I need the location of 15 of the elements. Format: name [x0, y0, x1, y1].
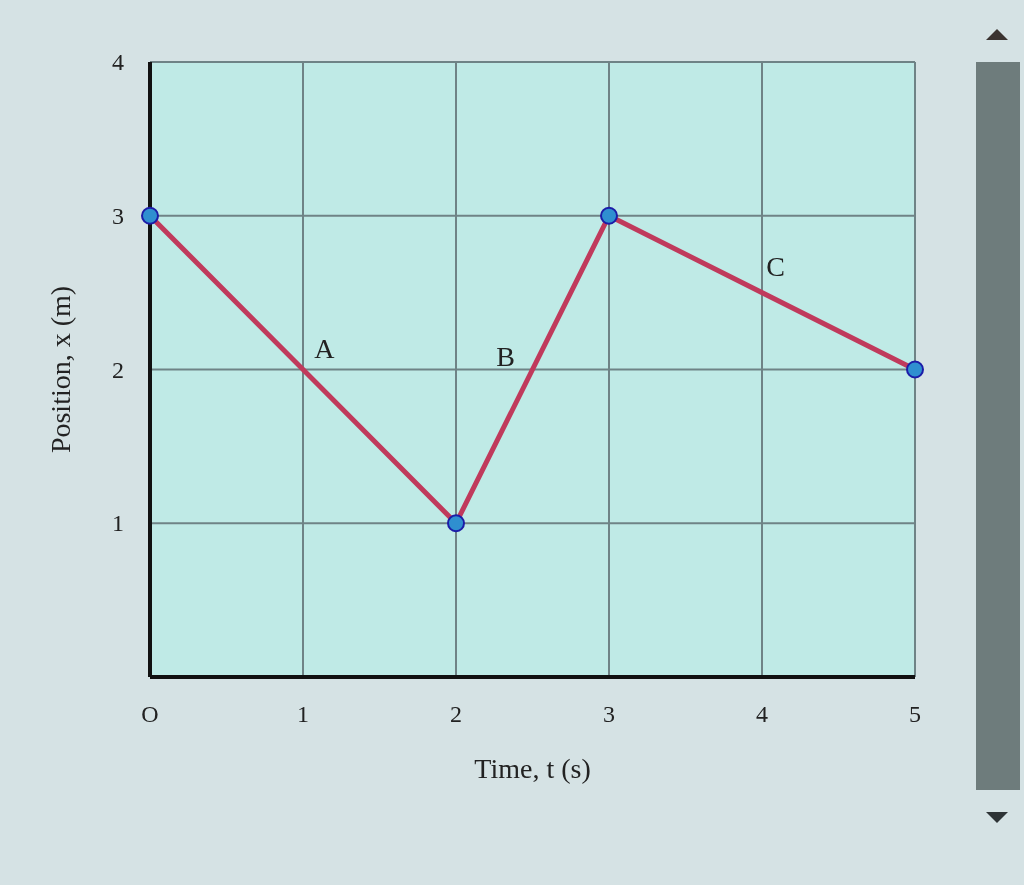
x-axis-title: Time, t (s) — [474, 753, 591, 784]
x-tick-label: O — [141, 701, 159, 727]
x-tick-label: 1 — [297, 701, 309, 727]
annotation: A — [314, 333, 336, 365]
y-tick-label: 2 — [112, 356, 124, 383]
x-tick-label: 3 — [603, 701, 615, 727]
x-tick-label: 2 — [450, 701, 462, 727]
x-tick-label: 5 — [909, 701, 921, 727]
annotation: B — [496, 341, 515, 373]
y-tick-label: 1 — [112, 510, 124, 537]
y-tick-label: 4 — [112, 49, 124, 75]
y-axis-title: Position, x (m) — [45, 285, 76, 454]
y-tick-label: 3 — [112, 202, 124, 229]
annotation: C — [766, 250, 785, 282]
x-tick-label: 4 — [756, 701, 768, 727]
